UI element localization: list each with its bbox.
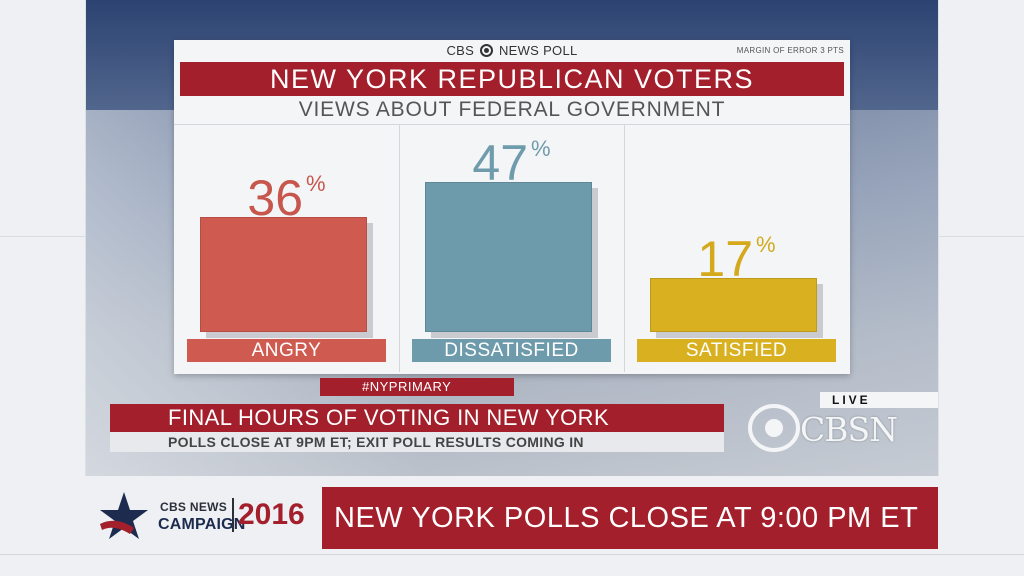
category-label-angry: ANGRY [187,339,386,362]
value-number: 47 [472,135,529,191]
bar-dissatisfied [425,182,592,332]
value-unit: % [756,232,776,257]
category-label-dissatisfied: DISSATISFIED [412,339,611,362]
value-label-angry: 36% [174,159,399,223]
column-divider [624,124,625,372]
poll-brand: CBS NEWS POLL [174,43,850,58]
cbsn-logo-icon [748,404,800,452]
poll-subtitle: VIEWS ABOUT FEDERAL GOVERNMENT [298,98,726,121]
lower-third-subline: POLLS CLOSE AT 9PM ET; EXIT POLL RESULTS… [110,432,724,452]
bar-chart: 36% ANGRY 47% DISSATISFIED 17% SATISFIED [174,40,850,374]
value-number: 36 [247,170,304,226]
bar-satisfied [650,278,817,332]
hashtag-tag: #NYPRIMARY [320,378,514,396]
live-badge: LIVE [820,392,938,408]
column-divider [399,124,400,372]
poll-header: CBS NEWS POLL MARGIN OF ERROR 3 PTS [174,40,850,60]
cbsn-wordmark: CBSN [800,410,898,449]
margin-of-error: MARGIN OF ERROR 3 PTS [736,46,844,55]
lower-third-headline: FINAL HOURS OF VOTING IN NEW YORK [110,404,724,432]
campaign-year: 2016 [232,498,305,532]
value-unit: % [306,171,326,196]
ticker-text: NEW YORK POLLS CLOSE AT 9:00 PM ET [322,487,938,549]
value-number: 17 [697,231,754,287]
campaign-logo [86,484,316,550]
poll-title: NEW YORK REPUBLICAN VOTERS [180,62,844,96]
campaign-star-icon [100,492,148,539]
campaign-label: CAMPAIGN [158,516,246,533]
bar-angry [200,217,367,332]
chart-top-rule [174,124,850,125]
value-label-satisfied: 17% [624,220,849,284]
category-label-satisfied: SATISFIED [637,339,836,362]
poll-card: CBS NEWS POLL MARGIN OF ERROR 3 PTS NEW … [174,40,850,374]
poll-brand-right: NEWS POLL [498,43,578,58]
cbs-eye-icon [480,44,494,57]
value-unit: % [531,136,551,161]
campaign-network: CBS NEWS [160,500,228,514]
poll-brand-left: CBS [446,43,475,58]
value-label-dissatisfied: 47% [399,124,624,188]
